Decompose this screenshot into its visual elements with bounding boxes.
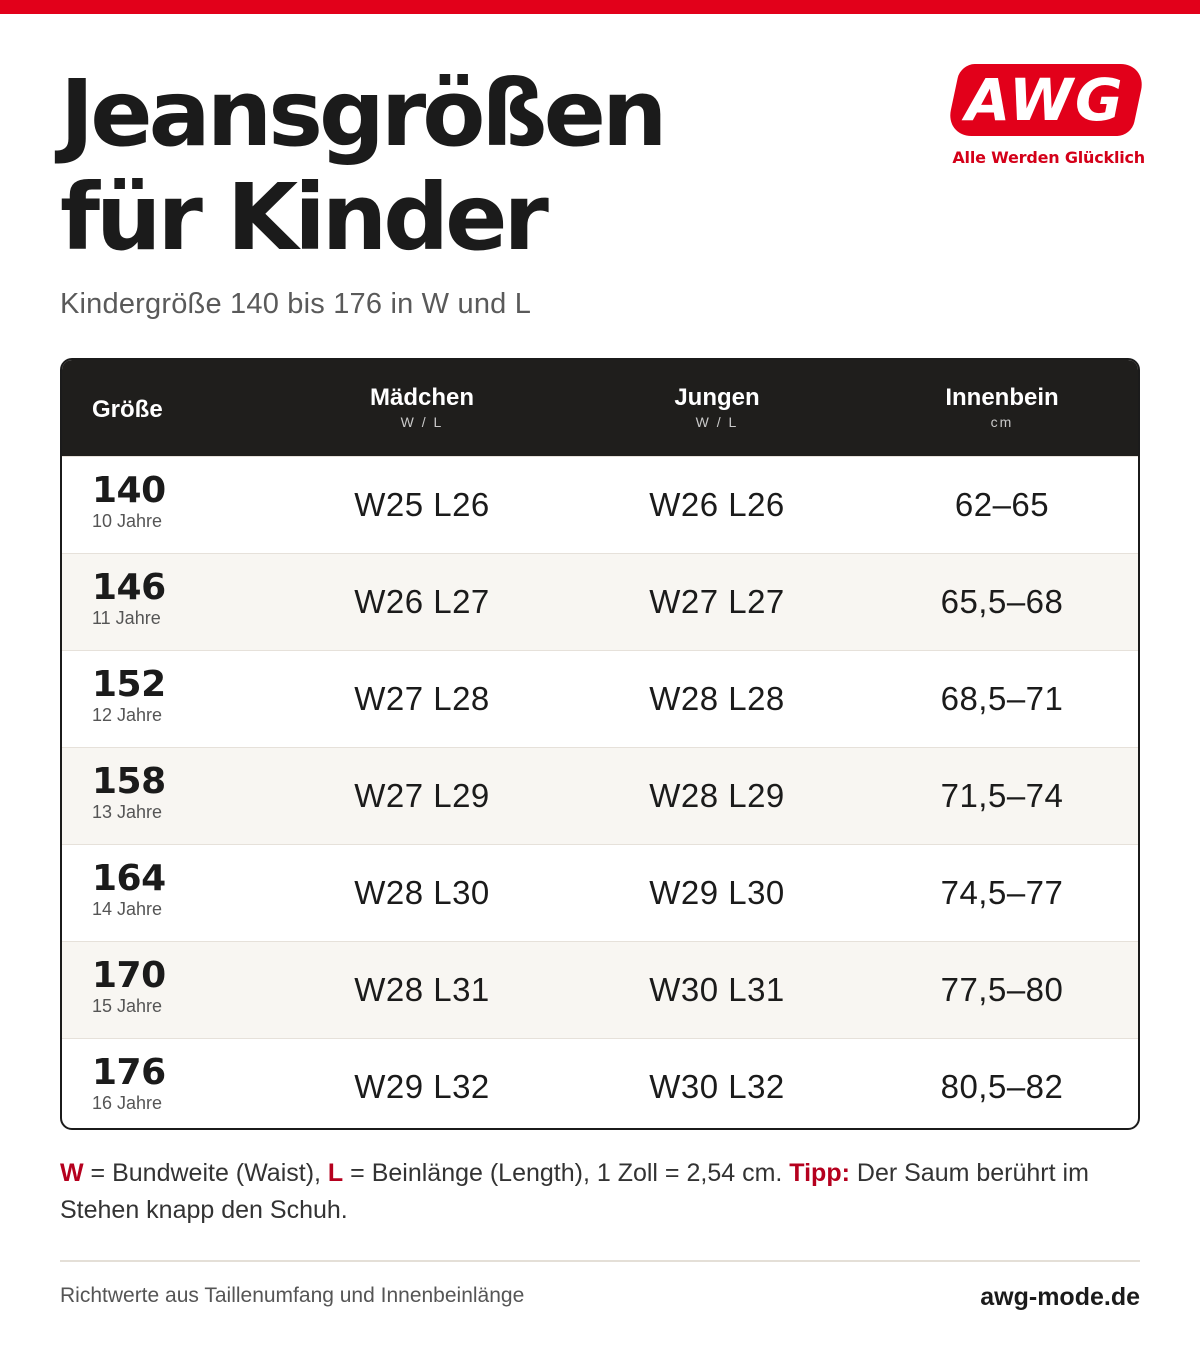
note-w-key: W [60, 1159, 84, 1187]
top-accent-bar [0, 0, 1200, 14]
girls-size-cell: W29 L32 [354, 1068, 490, 1105]
size-number: 158 [92, 761, 166, 802]
inseam-cell: 62–65 [954, 486, 1050, 523]
size-number: 152 [92, 664, 166, 705]
boys-size-cell: W29 L30 [649, 874, 785, 911]
inseam-cell: 68,5–71 [940, 680, 1064, 717]
inseam-cell: 77,5–80 [940, 971, 1064, 1008]
girls-size-cell: W28 L31 [354, 971, 490, 1008]
footer-website-link[interactable]: awg-mode.de [980, 1283, 1140, 1311]
size-age: 13 Jahre [92, 802, 163, 822]
size-number: 164 [92, 858, 166, 899]
boys-size-cell: W26 L26 [649, 486, 785, 523]
size-age: 15 Jahre [92, 996, 163, 1016]
footer-source-note: Richtwerte aus Taillenumfang und Innenbe… [60, 1284, 525, 1307]
girls-size-cell: W27 L29 [354, 777, 490, 814]
size-number: 176 [92, 1052, 166, 1093]
header-boys: Jungen W / L [567, 360, 867, 456]
girls-size-cell: W26 L27 [354, 583, 490, 620]
size-table: Größe Mädchen W / L Jungen W / L Innenbe… [60, 358, 1140, 1130]
boys-size-cell: W28 L29 [649, 777, 785, 814]
table-row: 170 15 Jahre W28 L31 W30 L31 77,5–80 [62, 941, 1138, 1038]
table-row: 152 12 Jahre W27 L28 W28 L28 68,5–71 [62, 650, 1138, 747]
size-number: 140 [92, 470, 166, 511]
table-row: 164 14 Jahre W28 L30 W29 L30 74,5–77 [62, 844, 1138, 941]
header-boys-label: Jungen [674, 384, 760, 411]
size-cell: 158 13 Jahre [92, 762, 166, 823]
note-l-text: = Beinlänge (Length), 1 Zoll = 2,54 cm. [343, 1159, 790, 1187]
logo-tagline: Alle Werden Glücklich [952, 148, 1145, 167]
page-title: Jeansgrößen für Kinder [60, 60, 667, 271]
page-subtitle: Kindergröße 140 bis 176 in W und L [60, 288, 532, 320]
table-row: 158 13 Jahre W27 L29 W28 L29 71,5–74 [62, 747, 1138, 844]
size-cell: 140 10 Jahre [92, 471, 166, 532]
boys-size-cell: W30 L31 [649, 971, 785, 1008]
size-age: 11 Jahre [92, 608, 161, 628]
header-inseam-sub: cm [990, 414, 1014, 430]
table-row: 140 10 Jahre W25 L26 W26 L26 62–65 [62, 456, 1138, 553]
header-girls-label: Mädchen [369, 384, 474, 411]
size-age: 16 Jahre [92, 1093, 163, 1113]
awg-logo[interactable]: AWG Alle Werden Glücklich [945, 64, 1147, 174]
table-header: Größe Mädchen W / L Jungen W / L Innenbe… [62, 360, 1138, 456]
inseam-cell: 71,5–74 [940, 777, 1064, 814]
page-title-line-2: für Kinder [60, 164, 549, 271]
header-inseam-label: Innenbein [945, 384, 1059, 411]
note-w-text: = Bundweite (Waist), [83, 1159, 328, 1187]
inseam-cell: 80,5–82 [940, 1068, 1064, 1105]
inseam-cell: 74,5–77 [940, 874, 1064, 911]
size-cell: 170 15 Jahre [92, 956, 166, 1017]
header-boys-sub: W / L [695, 414, 739, 430]
size-cell: 152 12 Jahre [92, 665, 166, 726]
note-tip-key: Tipp: [789, 1159, 850, 1187]
size-age: 10 Jahre [92, 511, 163, 531]
size-cell: 146 11 Jahre [92, 568, 166, 629]
footer-divider [60, 1260, 1140, 1262]
girls-size-cell: W28 L30 [354, 874, 490, 911]
note-tip-text: Der Saum berührt im Stehen knapp den Sch… [60, 1159, 1089, 1224]
size-number: 170 [92, 955, 166, 996]
inseam-cell: 65,5–68 [940, 583, 1064, 620]
size-age: 14 Jahre [92, 899, 163, 919]
boys-size-cell: W27 L27 [649, 583, 785, 620]
header-size-label: Größe [92, 396, 163, 423]
header-inseam: Innenbein cm [852, 360, 1138, 456]
note-l-key: L [327, 1159, 344, 1187]
girls-size-cell: W25 L26 [354, 486, 490, 523]
size-cell: 164 14 Jahre [92, 859, 166, 920]
table-row: 176 16 Jahre W29 L32 W30 L32 80,5–82 [62, 1038, 1138, 1128]
size-cell: 176 16 Jahre [92, 1053, 166, 1114]
boys-size-cell: W30 L32 [649, 1068, 785, 1105]
logo-wordmark: AWG [965, 66, 1125, 134]
header-girls: Mädchen W / L [272, 360, 572, 456]
size-number: 146 [92, 567, 166, 608]
size-age: 12 Jahre [92, 705, 163, 725]
girls-size-cell: W27 L28 [354, 680, 490, 717]
table-row: 146 11 Jahre W26 L27 W27 L27 65,5–68 [62, 553, 1138, 650]
legend-note: W = Bundweite (Waist), L = Beinlänge (Le… [60, 1155, 1140, 1229]
page-title-line-1: Jeansgrößen [60, 60, 667, 167]
header-girls-sub: W / L [400, 414, 444, 430]
header-size: Größe [92, 360, 163, 456]
boys-size-cell: W28 L28 [649, 680, 785, 717]
